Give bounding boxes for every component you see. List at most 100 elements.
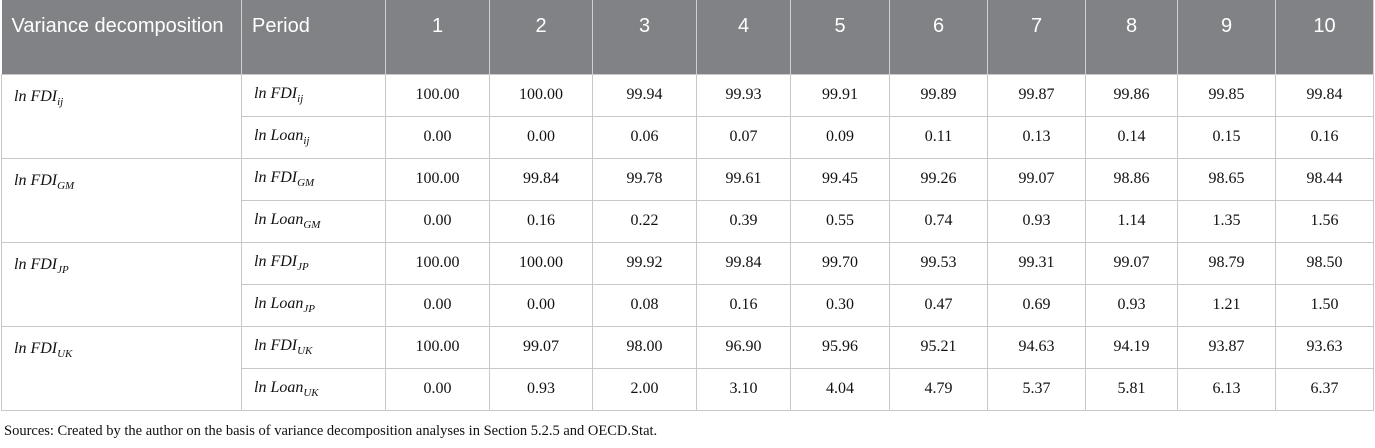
- label-base: ln Loan: [254, 294, 304, 312]
- value-cell: 99.94: [592, 73, 697, 117]
- header-cell: 10: [1275, 0, 1374, 74]
- table-row: ln LoanJP 0.00 0.00 0.08 0.16 0.30 0.47 0.69 0.9…: [2, 283, 1374, 327]
- value-cell: 0.13: [987, 115, 1086, 159]
- value-cell: 5.81: [1085, 367, 1178, 411]
- value-cell: 4.04: [790, 367, 890, 411]
- header-row: Variance decomposition Period 1 2 3 4 5 6 7 8 9 10: [1, 0, 1374, 74]
- value-cell: 6.13: [1177, 367, 1276, 411]
- value-cell: 0.07: [696, 115, 791, 159]
- label-base: ln FDI: [254, 336, 298, 354]
- value-cell: 99.84: [489, 157, 593, 201]
- row-label: ln FDIJP: [241, 241, 386, 285]
- table-body: ln FDIij ln FDIij 100.00 100.00 99.94 99.93 99…: [1, 73, 1374, 411]
- value-cell: 0.22: [592, 199, 697, 243]
- value-cell: 0.06: [592, 115, 697, 159]
- group-label: ln FDIJP: [1, 241, 242, 327]
- value-cell: 0.15: [1177, 115, 1276, 159]
- value-cell: 0.93: [1085, 283, 1178, 327]
- value-cell: 99.84: [696, 241, 791, 285]
- label-subscript: JP: [57, 263, 69, 276]
- label-subscript: GM: [303, 219, 321, 232]
- value-cell: 0.55: [790, 199, 890, 243]
- header-cell: 6: [889, 0, 988, 74]
- label-base: ln Loan: [254, 210, 304, 228]
- label-base: ln FDI: [254, 168, 298, 186]
- value-cell: 98.44: [1275, 157, 1374, 201]
- label-subscript: GM: [57, 179, 75, 192]
- group-label: ln FDIUK: [1, 325, 242, 411]
- value-cell: 98.79: [1177, 241, 1276, 285]
- value-cell: 0.16: [489, 199, 593, 243]
- table-row: ln LoanUK 0.00 0.93 2.00 3.10 4.04 4.79 5.37 5.8…: [2, 367, 1374, 411]
- value-cell: 93.87: [1177, 325, 1276, 369]
- value-cell: 99.61: [696, 157, 791, 201]
- value-cell: 0.47: [889, 283, 988, 327]
- value-cell: 99.85: [1177, 73, 1276, 117]
- row-label: ln FDIij: [241, 73, 386, 117]
- value-cell: 0.93: [987, 199, 1086, 243]
- label-subscript: GM: [297, 177, 315, 190]
- value-cell: 93.63: [1275, 325, 1374, 369]
- label-subscript: ij: [297, 93, 304, 106]
- value-cell: 0.93: [489, 367, 593, 411]
- value-cell: 99.84: [1275, 73, 1374, 117]
- value-cell: 99.70: [790, 241, 890, 285]
- row-label: ln LoanUK: [241, 367, 386, 411]
- value-cell: 100.00: [489, 73, 593, 117]
- value-cell: 0.14: [1085, 115, 1178, 159]
- value-cell: 0.30: [790, 283, 890, 327]
- value-cell: 98.50: [1275, 241, 1374, 285]
- header-cell: 9: [1177, 0, 1276, 74]
- group-label: ln FDIij: [1, 73, 242, 159]
- value-cell: 0.00: [385, 115, 490, 159]
- value-cell: 94.19: [1085, 325, 1178, 369]
- label-subscript: ij: [57, 95, 64, 108]
- header-cell: 4: [696, 0, 791, 74]
- header-cell: 7: [987, 0, 1086, 74]
- value-cell: 99.89: [889, 73, 988, 117]
- table-row: ln FDIJP ln FDIJP 100.00 100.00 99.92 99.84 99…: [1, 241, 1374, 327]
- value-cell: 100.00: [385, 325, 490, 369]
- value-cell: 0.74: [889, 199, 988, 243]
- value-cell: 0.00: [385, 283, 490, 327]
- header-cell: 3: [592, 0, 697, 74]
- header-cell: Period: [241, 0, 386, 74]
- value-cell: 99.78: [592, 157, 697, 201]
- value-cell: 99.07: [489, 325, 593, 369]
- value-cell: 0.69: [987, 283, 1086, 327]
- value-cell: 95.21: [889, 325, 988, 369]
- value-cell: 99.93: [696, 73, 791, 117]
- row-label: ln LoanGM: [241, 199, 386, 243]
- value-cell: 3.10: [696, 367, 791, 411]
- label-subscript: UK: [303, 387, 319, 400]
- label-base: ln FDI: [14, 87, 58, 105]
- value-cell: 0.00: [385, 367, 490, 411]
- label-base: ln FDI: [254, 84, 298, 102]
- table-row: ln LoanGM 0.00 0.16 0.22 0.39 0.55 0.74 0.93 1.1…: [2, 199, 1374, 243]
- label-subscript: UK: [57, 347, 73, 360]
- value-cell: 0.00: [489, 115, 593, 159]
- value-cell: 100.00: [385, 73, 490, 117]
- value-cell: 96.90: [696, 325, 791, 369]
- value-cell: 0.39: [696, 199, 791, 243]
- value-cell: 99.07: [987, 157, 1086, 201]
- row-label: ln FDIUK: [241, 325, 386, 369]
- header-cell: 1: [385, 0, 490, 74]
- table-row: ln Loanij 0.00 0.00 0.06 0.07 0.09 0.11 0.13 0.1…: [2, 115, 1374, 159]
- label-subscript: JP: [303, 303, 315, 316]
- table-row: ln FDIGM ln FDIGM 100.00 99.84 99.78 99.61 99.…: [1, 157, 1374, 243]
- row-label: ln LoanJP: [241, 283, 386, 327]
- data-table: Variance decomposition Period 1 2 3 4 5 6 7 8 9 10 …: [1, 0, 1374, 411]
- value-cell: 0.16: [1275, 115, 1374, 159]
- value-cell: 99.31: [987, 241, 1086, 285]
- header-cell: Variance decomposition: [1, 0, 242, 74]
- value-cell: 98.86: [1085, 157, 1178, 201]
- label-base: ln FDI: [14, 255, 58, 273]
- value-cell: 0.16: [696, 283, 791, 327]
- value-cell: 1.50: [1275, 283, 1374, 327]
- value-cell: 99.86: [1085, 73, 1178, 117]
- header-cell: 5: [790, 0, 890, 74]
- value-cell: 6.37: [1275, 367, 1374, 411]
- value-cell: 0.00: [385, 199, 490, 243]
